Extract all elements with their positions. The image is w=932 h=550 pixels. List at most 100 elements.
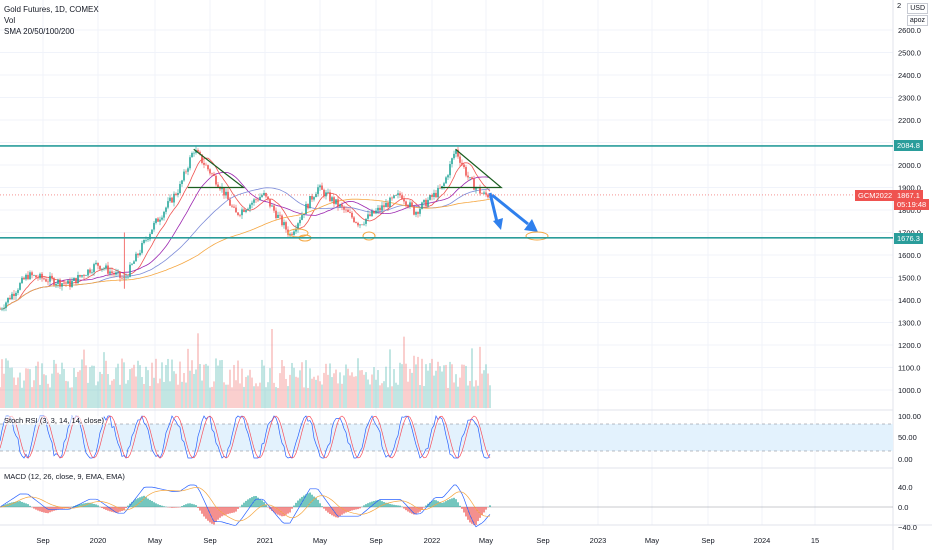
upper-level-tag: 2084.8 [894, 140, 923, 151]
candle-body [107, 265, 109, 274]
scale-mode-badge[interactable]: apoz [906, 15, 928, 26]
macd-hist-bar [327, 507, 329, 513]
volume-bar [285, 378, 287, 408]
time-axis[interactable]: Sep 2020 May Sep 2021 May Sep 2022 May Sep 2023 May… [36, 536, 819, 545]
volume-bar [111, 380, 113, 408]
volume-bar [389, 349, 391, 408]
volume-bar [195, 369, 197, 408]
volume-bar [59, 374, 61, 408]
macd-hist-bar [95, 504, 97, 507]
macd-hist-bar [79, 504, 81, 507]
volume-bar [93, 365, 95, 408]
macd-hist-bar [377, 500, 379, 507]
candle-body [265, 192, 267, 197]
candle-body [475, 187, 477, 190]
volume-bar [231, 387, 233, 408]
macd-hist-bar [363, 505, 365, 507]
macd-hist-bar [441, 502, 443, 507]
macd-hist-bar [405, 507, 407, 511]
volume-bar [73, 367, 75, 408]
candle-body [371, 210, 373, 217]
volume-bar [213, 381, 215, 408]
macd-hist-bar [479, 507, 481, 518]
volume-bar [489, 385, 491, 408]
macd-hist-bar [223, 507, 225, 516]
price-tick-label: 1600.0 [898, 251, 921, 260]
macd-hist-bar [257, 497, 259, 507]
candle-body [5, 302, 7, 308]
candle-body [23, 277, 25, 280]
volume-bar [79, 370, 81, 408]
macd-hist-bar [151, 500, 153, 507]
macd-hist-bar [297, 500, 299, 507]
volume-bar [395, 382, 397, 408]
price-tick-label: 2200.0 [898, 116, 921, 125]
candle-body [479, 187, 481, 194]
candle-body [275, 210, 277, 219]
sma-legend[interactable]: SMA 20/50/100/200 [4, 27, 75, 36]
macd-hist-bar [375, 500, 377, 507]
currency-badge[interactable]: USD [906, 3, 928, 14]
vol-legend[interactable]: Vol [4, 16, 16, 25]
volume-bar [249, 369, 251, 408]
macd-hist-bar [161, 505, 163, 507]
macd-label[interactable]: MACD (12, 26, close, 9, EMA, EMA) [4, 472, 125, 481]
candle-body [25, 274, 27, 280]
macd-hist-bar [43, 507, 45, 513]
candle-body [175, 193, 177, 195]
sma-100-line [0, 187, 490, 310]
volume-bar [243, 386, 245, 408]
volume-bar [35, 365, 37, 408]
macd-hist-bar [425, 505, 427, 507]
candle-body [181, 180, 183, 185]
macd-hist-bar [53, 507, 55, 511]
symbol-title[interactable]: Gold Futures, 1D, COMEX [4, 5, 99, 14]
candle-body [143, 239, 145, 244]
volume-bar [223, 382, 225, 408]
candle-body [267, 196, 269, 200]
candle-body [433, 192, 435, 197]
candle-body [169, 197, 171, 202]
volume-bar [161, 362, 163, 408]
macd-hist-bar [461, 507, 463, 509]
volume-bar [373, 367, 375, 408]
candle-body [285, 222, 287, 230]
candle-body [163, 211, 165, 218]
candle-body [57, 279, 59, 284]
volume-bar [465, 365, 467, 408]
candle-body [237, 212, 239, 215]
candle-body [309, 196, 311, 209]
candle-body [253, 199, 255, 203]
candle-body [0, 309, 1, 310]
candle-body [383, 205, 385, 208]
drawings[interactable] [187, 148, 549, 242]
candle-body [381, 205, 383, 211]
candle-body [303, 214, 305, 216]
volume-bar [381, 383, 383, 408]
candle-body [179, 184, 181, 194]
macd-hist-bar [299, 498, 301, 507]
candle-body [69, 280, 71, 287]
candle-body [65, 283, 67, 285]
volume-bar [409, 368, 411, 408]
volume-bar [413, 355, 415, 408]
macd-hist-bar [217, 507, 219, 520]
volume-bar [313, 376, 315, 408]
stoch-rsi-label[interactable]: Stoch RSI (3, 3, 14, 14, close) [4, 416, 105, 425]
candle-body [389, 197, 391, 208]
volume-bar [121, 358, 123, 408]
volume-bar [445, 364, 447, 408]
macd-hist-bar [181, 506, 183, 507]
volume-bar [21, 387, 23, 408]
volume-bar [33, 380, 35, 408]
horizontal-levels[interactable] [0, 145, 893, 239]
macd-hist-bar [307, 493, 309, 507]
candle-body [215, 175, 217, 185]
volume-bar [191, 360, 193, 408]
volume-bar [335, 369, 337, 408]
macd-hist-bar [247, 499, 249, 507]
price-axis[interactable]: 2600.02500.02400.02300.02200.02100.02000… [898, 26, 921, 532]
macd-hist-bar [41, 507, 43, 512]
